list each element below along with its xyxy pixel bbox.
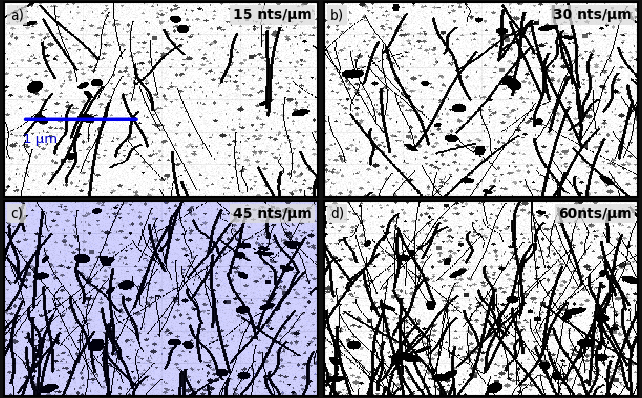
Text: b): b) — [330, 8, 344, 22]
Text: 1 μm: 1 μm — [22, 133, 57, 146]
Text: 15 nts/μm: 15 nts/μm — [233, 8, 312, 22]
Text: c): c) — [10, 207, 23, 220]
Text: d): d) — [330, 207, 344, 220]
Text: 30 nts/μm: 30 nts/μm — [553, 8, 632, 22]
Text: 45 nts/μm: 45 nts/μm — [233, 207, 312, 220]
Text: a): a) — [10, 8, 24, 22]
Text: 60nts/μm: 60nts/μm — [559, 207, 632, 220]
